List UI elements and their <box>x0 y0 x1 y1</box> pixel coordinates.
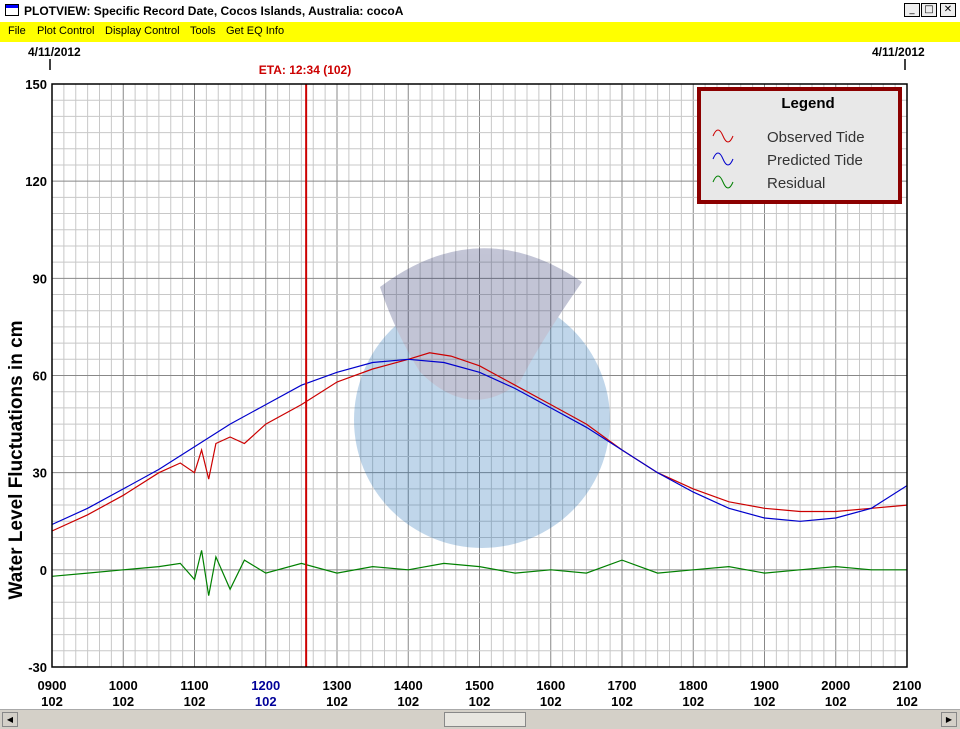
tide-chart: 4/11/2012 4/11/2012 ETA: 12:34 (102) Wes… <box>6 45 925 709</box>
x-tick-day: 102 <box>469 694 491 709</box>
scroll-thumb[interactable] <box>444 712 526 727</box>
y-tick-label: 30 <box>33 466 47 481</box>
x-tick-day: 102 <box>682 694 704 709</box>
x-tick-day: 102 <box>112 694 134 709</box>
legend-residual-swatch <box>712 175 734 189</box>
x-tick-time: 2000 <box>821 678 850 693</box>
date-right-label: 4/11/2012 <box>872 45 925 59</box>
legend-residual-label: Residual <box>767 175 825 192</box>
legend-title: Legend <box>781 95 834 112</box>
y-tick-label: 150 <box>25 77 47 92</box>
y-tick-label: 90 <box>33 271 47 286</box>
x-tick-day: 102 <box>255 694 277 709</box>
x-tick-time: 1600 <box>536 678 565 693</box>
x-tick-day: 102 <box>825 694 847 709</box>
plot-frame <box>51 83 908 668</box>
series-lines <box>51 352 908 596</box>
x-tick-time: 1000 <box>109 678 138 693</box>
date-left-label: 4/11/2012 <box>28 45 81 59</box>
x-tick-time: 1900 <box>750 678 779 693</box>
horizontal-scrollbar[interactable]: ◀ ▶ <box>0 709 960 729</box>
x-tick-day: 102 <box>397 694 419 709</box>
x-tick-time: 1400 <box>394 678 423 693</box>
y-axis-title: Water Level Fluctuations in cm <box>6 320 27 599</box>
x-axis: 0900102100010211001021200102130010214001… <box>38 678 922 709</box>
legend-predicted-swatch <box>712 152 734 166</box>
close-button[interactable]: ✕ <box>940 3 956 17</box>
menu-get-eq-info[interactable]: Get EQ Info <box>226 25 285 37</box>
x-tick-day: 102 <box>41 694 63 709</box>
x-tick-time: 1700 <box>608 678 637 693</box>
y-tick-label: 60 <box>33 369 47 384</box>
x-tick-day: 102 <box>326 694 348 709</box>
window-title: PLOTVIEW: Specific Record Date, Cocos Is… <box>24 4 404 18</box>
menu-display-control[interactable]: Display Control <box>105 25 180 37</box>
x-tick-day: 102 <box>184 694 206 709</box>
menu-bar: File Plot Control Display Control Tools … <box>0 22 960 42</box>
window-titlebar: PLOTVIEW: Specific Record Date, Cocos Is… <box>0 0 960 23</box>
x-tick-time: 1300 <box>323 678 352 693</box>
x-tick-time: 1800 <box>679 678 708 693</box>
menu-tools[interactable]: Tools <box>190 25 216 37</box>
residual-line <box>51 550 907 596</box>
legend-predicted-label: Predicted Tide <box>767 152 863 169</box>
legend-box[interactable]: Legend Observed Tide Predicted Tide Resi… <box>697 87 902 204</box>
scroll-right-arrow-icon[interactable]: ▶ <box>941 712 957 727</box>
x-tick-day: 102 <box>896 694 918 709</box>
legend-observed-label: Observed Tide <box>767 129 865 146</box>
app-icon <box>5 4 19 16</box>
y-axis: -30 0 30 60 90 120 150 <box>25 77 47 675</box>
x-tick-time: 2100 <box>893 678 922 693</box>
plot-area: 4/11/2012 4/11/2012 ETA: 12:34 (102) Wes… <box>0 42 960 709</box>
scroll-left-arrow-icon[interactable]: ◀ <box>2 712 18 727</box>
minimize-button[interactable]: _ <box>904 3 920 17</box>
legend-frame <box>697 87 902 204</box>
x-tick-time: 0900 <box>38 678 67 693</box>
x-tick-time: 1100 <box>180 678 208 693</box>
noaa-watermark: West Coast and Alaska Tsunami Warning Ce… <box>354 248 610 548</box>
legend-observed-swatch <box>712 129 734 143</box>
maximize-button[interactable]: □ <box>921 3 937 17</box>
predicted-tide-line <box>51 358 908 526</box>
y-tick-label: 0 <box>40 563 47 578</box>
menu-plot-control[interactable]: Plot Control <box>37 25 95 37</box>
x-tick-day: 102 <box>754 694 776 709</box>
y-tick-label: -30 <box>28 660 47 675</box>
x-tick-day: 102 <box>540 694 562 709</box>
x-tick-time: 1500 <box>465 678 494 693</box>
eta-label: ETA: 12:34 (102) <box>259 63 351 77</box>
menu-file[interactable]: File <box>8 25 26 37</box>
y-tick-label: 120 <box>25 174 47 189</box>
x-tick-time: 1200 <box>251 678 280 693</box>
x-tick-day: 102 <box>611 694 633 709</box>
